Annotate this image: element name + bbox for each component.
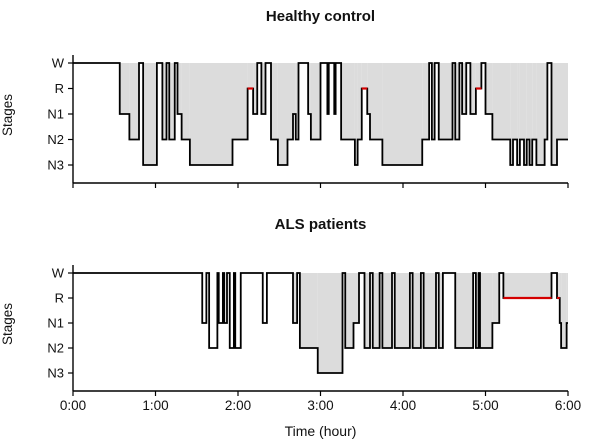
y-tick-label-N2: N2: [47, 341, 64, 356]
axes: WR N1 N2 N3 0:00 1:00 2:00 3:00 4:00 5:00 6:00: [47, 265, 581, 413]
y-tick-label-W: W: [52, 56, 65, 71]
hypnogram-als-patients: WR N1 N2 N3 0:00 1:00 2:00 3:00 4:00 5:00 6:00: [47, 265, 581, 413]
chart-title-als-patients: ALS patients: [274, 216, 367, 233]
y-tick-label-N2: N2: [47, 132, 64, 147]
stage-trace: [73, 272, 568, 374]
x-tick-label-5:00: 5:00: [472, 398, 498, 413]
x-tick-label-0:00: 0:00: [60, 398, 86, 413]
x-axis-label-time: Time (hour): [284, 423, 357, 439]
y-tick-label-N3: N3: [47, 158, 64, 173]
y-tick-label-R: R: [55, 81, 64, 96]
x-tick-label-6:00: 6:00: [555, 398, 581, 413]
x-tick-label-3:00: 3:00: [307, 398, 333, 413]
x-tick-label-2:00: 2:00: [225, 398, 251, 413]
y-tick-label-N1: N1: [47, 107, 64, 122]
sleep-fill-area: [293, 273, 568, 373]
hypnogram-healthy-control: WR N1 N2 N3: [47, 55, 569, 188]
y-tick-label-N3: N3: [47, 366, 64, 381]
y-tick-label-R: R: [55, 291, 64, 306]
y-axis-label-stages-top: Stages: [0, 93, 15, 137]
stage-trace: [73, 62, 568, 166]
chart-title-healthy-control: Healthy control: [265, 8, 376, 25]
axes: WR N1 N2 N3: [47, 55, 569, 188]
y-axis-label-stages-bottom: Stages: [0, 302, 15, 346]
x-tick-label-4:00: 4:00: [390, 398, 416, 413]
sleep-fill-area: [119, 63, 568, 165]
x-tick-label-1:00: 1:00: [142, 398, 168, 413]
y-tick-label-N1: N1: [47, 316, 64, 331]
y-tick-label-W: W: [52, 266, 65, 281]
